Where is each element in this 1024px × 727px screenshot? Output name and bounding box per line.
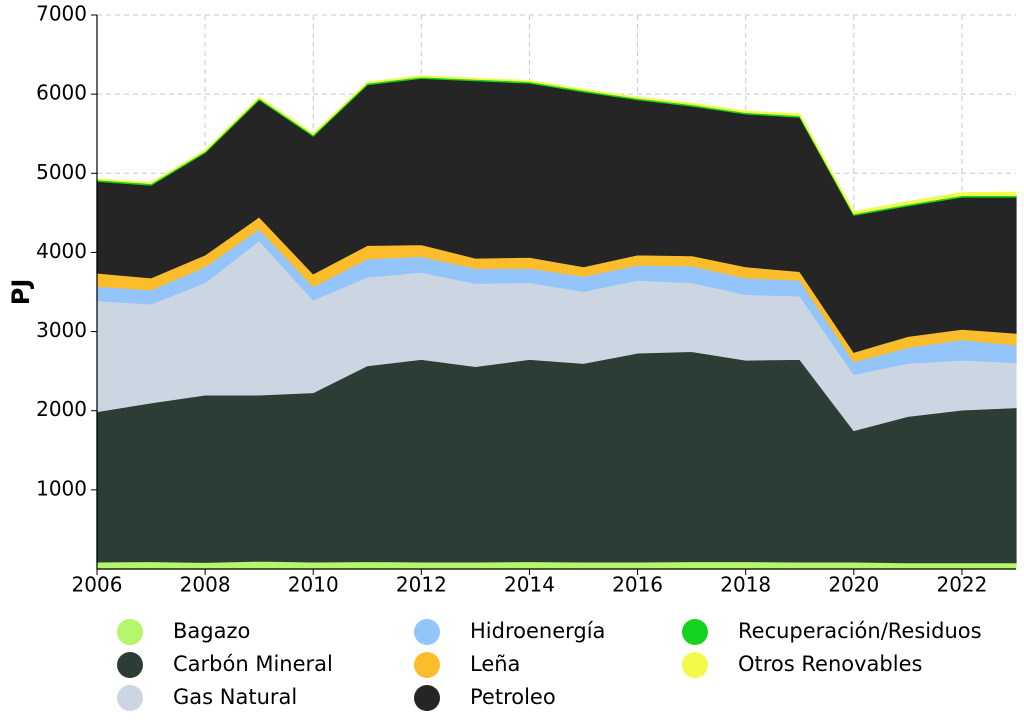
legend-marker <box>117 619 143 645</box>
y-tick-label: 1000 <box>36 476 87 500</box>
legend-label: Bagazo <box>173 619 250 643</box>
legend-marker <box>117 685 143 711</box>
y-axis-label: PJ <box>7 279 35 306</box>
legend-label: Recuperación/Residuos <box>738 619 982 643</box>
x-tick-label: 2012 <box>396 573 447 597</box>
y-tick-label: 3000 <box>36 318 87 342</box>
x-tick-label: 2006 <box>72 573 123 597</box>
x-tick-label: 2010 <box>288 573 339 597</box>
y-tick-label: 2000 <box>36 397 87 421</box>
legend-label: Otros Renovables <box>738 652 922 676</box>
y-tick-label: 4000 <box>36 239 87 263</box>
legend-marker <box>414 652 440 678</box>
legend-label: Gas Natural <box>173 685 297 709</box>
x-tick-label: 2014 <box>504 573 555 597</box>
legend-label: Petroleo <box>470 685 556 709</box>
areas <box>96 75 1017 570</box>
x-tick-label: 2016 <box>612 573 663 597</box>
x-tick-label: 2018 <box>720 573 771 597</box>
legend-marker <box>414 685 440 711</box>
x-tick-label: 2022 <box>936 573 987 597</box>
legend-marker <box>414 619 440 645</box>
y-tick-label: 6000 <box>36 81 87 105</box>
legend-label: Carbón Mineral <box>173 652 333 676</box>
legend-marker <box>682 652 708 678</box>
area <box>96 75 1017 215</box>
legend-label: Leña <box>470 652 520 676</box>
x-tick-label: 2008 <box>180 573 231 597</box>
x-tick-label: 2020 <box>828 573 879 597</box>
y-tick-label: 7000 <box>36 2 87 26</box>
legend-label: Hidroenergía <box>470 619 605 643</box>
legend-marker <box>117 652 143 678</box>
legend-marker <box>682 619 708 645</box>
y-tick-label: 5000 <box>36 160 87 184</box>
